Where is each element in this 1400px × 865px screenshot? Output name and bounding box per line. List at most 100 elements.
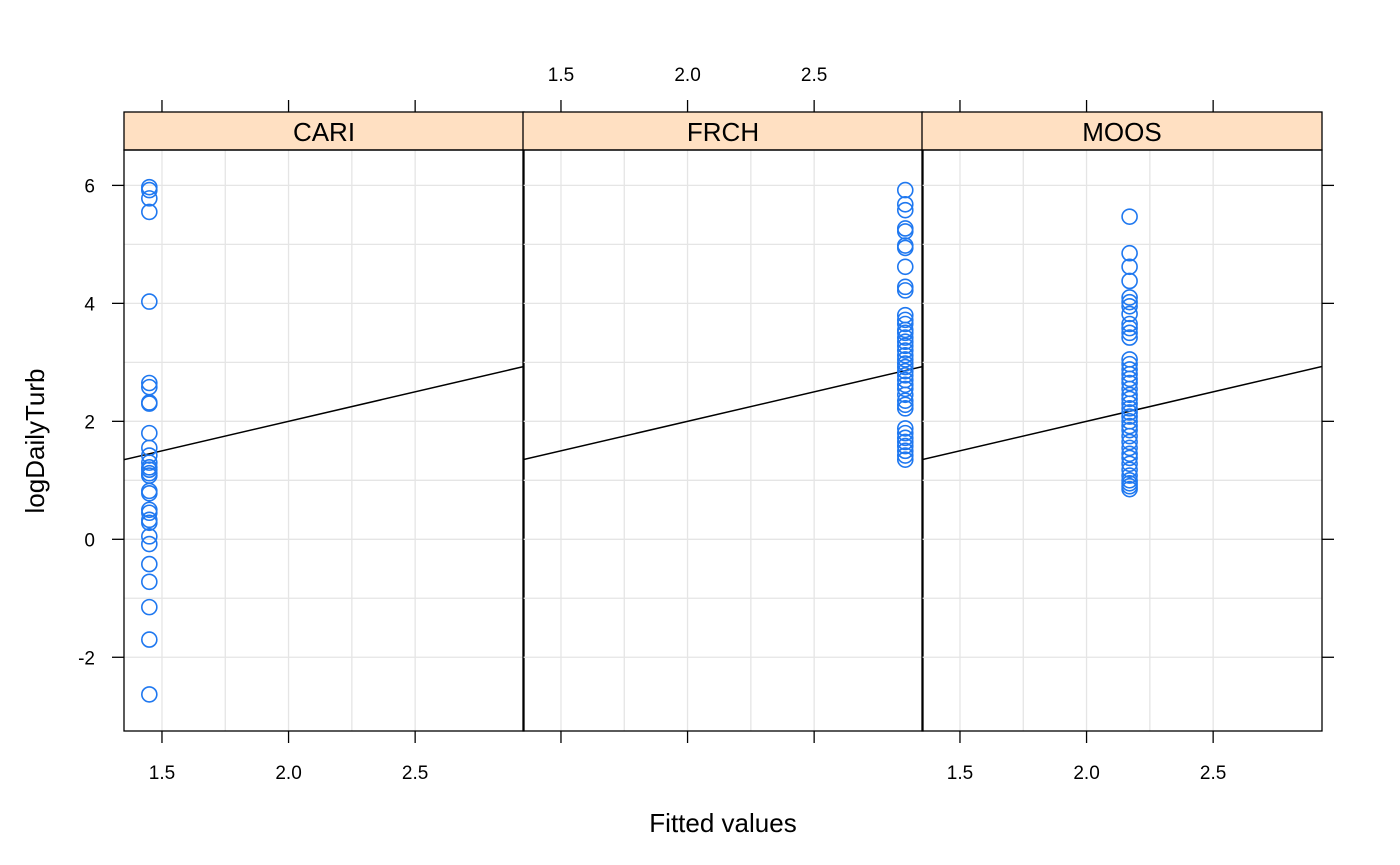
panel-border-frch (522, 149, 924, 732)
data-point (1121, 329, 1138, 346)
data-point (896, 442, 914, 460)
data-point (896, 358, 914, 376)
data-point (1121, 289, 1138, 306)
y-tick-label: 2 (84, 412, 95, 433)
y-tick-label: 4 (84, 294, 95, 315)
data-point (141, 535, 158, 553)
data-point (896, 429, 914, 447)
data-point (896, 342, 914, 359)
x-tick-label: 2.5 (402, 763, 428, 784)
data-point (896, 451, 914, 468)
panel-frch: FRCH (522, 111, 924, 732)
data-point (141, 293, 158, 310)
data-point (896, 324, 914, 342)
data-point (141, 447, 158, 464)
data-point (1121, 449, 1138, 467)
reference-line-frch (523, 365, 923, 461)
data-point (896, 351, 914, 368)
data-point (896, 386, 914, 404)
data-point (141, 395, 158, 412)
panel-border-moos (921, 149, 1323, 732)
data-point (896, 367, 914, 384)
data-point (896, 311, 914, 329)
data-point (1121, 395, 1138, 412)
y-tick-label: 6 (84, 176, 95, 197)
data-point (1121, 370, 1138, 388)
data-point (141, 378, 158, 396)
y-tick-label: -2 (78, 648, 95, 669)
strip-label-frch: FRCH (687, 117, 759, 147)
x-tick-label-top: 2.5 (801, 65, 827, 86)
data-point (1121, 439, 1138, 457)
data-point (896, 376, 914, 394)
data-point (1121, 433, 1138, 451)
data-point (1121, 208, 1138, 225)
strip-label-moos: MOOS (1082, 117, 1161, 147)
data-point (1121, 408, 1138, 425)
panel-cari: CARI (123, 111, 525, 732)
data-point (896, 362, 914, 380)
data-point (1121, 455, 1138, 473)
data-point (1121, 272, 1138, 290)
data-point (896, 181, 914, 199)
data-point (896, 396, 914, 414)
data-point (1121, 258, 1138, 276)
data-point (1121, 467, 1138, 484)
data-point (141, 454, 158, 471)
data-point (896, 380, 914, 398)
data-point (896, 239, 914, 257)
data-point (141, 394, 158, 411)
data-point (1121, 427, 1138, 445)
data-point (1121, 298, 1138, 315)
data-point (1121, 293, 1138, 311)
data-point (896, 337, 914, 355)
data-point (141, 504, 158, 522)
data-point (896, 278, 914, 296)
data-point (141, 190, 158, 207)
data-point (1121, 319, 1138, 337)
grid-moos (922, 150, 1322, 731)
data-point (1121, 480, 1138, 498)
strip-moos (921, 111, 1323, 151)
x-tick-label: 2.5 (1200, 763, 1226, 784)
y-axis-title: logDailyTurb (20, 369, 50, 514)
data-point (141, 686, 158, 703)
data-point (141, 181, 158, 199)
panels-layer: CARI FRCH MOOS (123, 111, 1323, 732)
data-point (1121, 421, 1138, 439)
data-point (896, 346, 914, 364)
data-point (1121, 361, 1138, 378)
data-point (896, 195, 914, 213)
x-tick-label: 2.0 (275, 763, 301, 784)
data-point (141, 528, 158, 545)
data-point (141, 555, 158, 573)
x-tick-label-top: 1.5 (548, 65, 574, 86)
data-point (896, 433, 914, 451)
data-point (141, 374, 158, 392)
grid-frch (523, 150, 923, 731)
data-point (141, 424, 158, 442)
data-point (141, 631, 158, 648)
data-point (1121, 305, 1138, 323)
data-point (141, 203, 158, 221)
data-point (1121, 374, 1138, 392)
x-tick-label: 2.0 (1073, 763, 1099, 784)
points-frch (896, 181, 914, 468)
data-point (896, 223, 914, 240)
data-point (896, 420, 914, 437)
strip-label-cari: CARI (293, 117, 355, 147)
x-tick-label: 1.5 (947, 763, 973, 784)
data-point (896, 424, 914, 442)
data-point (1121, 390, 1138, 408)
grid-cari (124, 150, 524, 731)
strip-cari (123, 111, 525, 151)
data-point (141, 573, 158, 591)
data-point (1121, 324, 1138, 342)
data-point (1121, 461, 1138, 478)
data-point (896, 258, 914, 276)
data-point (141, 514, 158, 532)
data-point (896, 315, 914, 333)
reference-line-cari (124, 365, 524, 461)
data-point (896, 329, 914, 346)
